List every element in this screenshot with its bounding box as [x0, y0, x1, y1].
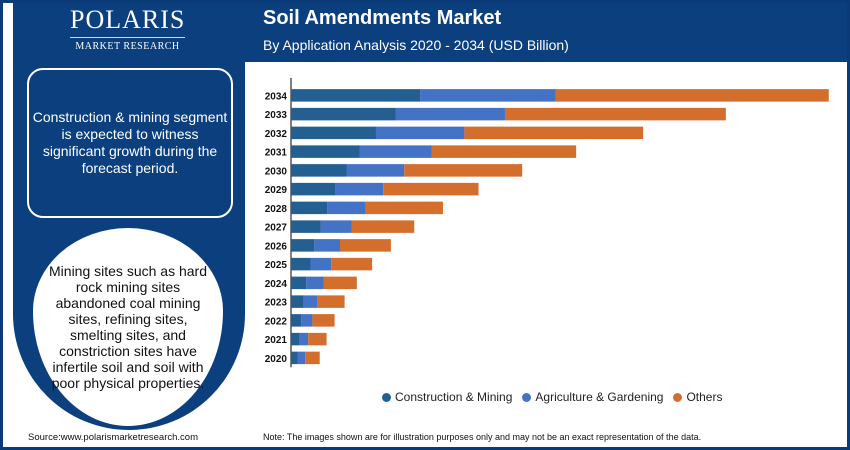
bar-segment-2033-1 — [395, 107, 505, 121]
bar-chart: 2034 2033 2032 2031 2030 2029 2028 2027 2026 2025… — [265, 78, 829, 368]
bar-segment-2034-0 — [291, 89, 421, 102]
chart-area: 2034 2033 2032 2031 2030 2029 2028 2027 2026 2025… — [245, 62, 850, 432]
bar-segment-2023-2 — [317, 295, 345, 308]
chart-subtitle: By Application Analysis 2020 - 2034 (USD… — [263, 37, 569, 53]
y-tick-label: 2032 — [265, 129, 288, 140]
logo-divider — [70, 37, 185, 38]
y-tick-label: 2025 — [265, 260, 288, 271]
bar-segment-2032-1 — [375, 126, 465, 140]
y-tick-label: 2029 — [265, 185, 288, 196]
y-tick-label: 2027 — [265, 223, 288, 234]
chart-title: Soil Amendments Market — [263, 7, 502, 29]
bar-segment-2029-1 — [335, 182, 384, 196]
bar-segment-2029-0 — [291, 182, 336, 196]
bar-segment-2033-0 — [291, 107, 396, 121]
legend-label: Agriculture & Gardening — [535, 390, 664, 404]
bar-segment-2021-2 — [308, 332, 327, 346]
bar-segment-2031-2 — [431, 145, 577, 158]
bar-segment-2023-1 — [303, 295, 318, 308]
legend-label: Construction & Mining — [395, 390, 513, 404]
bar-segment-2024-1 — [306, 276, 324, 290]
bar-segment-2027-1 — [320, 220, 352, 233]
bar-segment-2020-1 — [297, 351, 306, 365]
y-tick-label: 2031 — [265, 148, 288, 159]
bar-segment-2025-1 — [310, 257, 332, 271]
bar-segment-2020-2 — [305, 351, 320, 365]
legend-label: Others — [686, 390, 723, 404]
bar-segment-2022-0 — [291, 314, 302, 327]
bar-segment-2033-2 — [504, 107, 726, 121]
y-tick-label: 2022 — [265, 316, 288, 327]
bar-segment-2021-0 — [291, 332, 300, 346]
y-tick-label: 2034 — [265, 91, 288, 102]
bar-segment-2031-1 — [359, 145, 432, 158]
disclaimer-note: Note: The images shown are for illustrat… — [263, 432, 702, 442]
bar-segment-2027-0 — [291, 220, 321, 233]
y-tick-label: 2020 — [265, 354, 288, 365]
bar-segment-2026-2 — [339, 239, 391, 252]
highlight-text: Construction & mining segment is expecte… — [32, 109, 228, 176]
insight-text: Mining sites such as hard rock mining si… — [49, 263, 207, 391]
bar-segment-2022-1 — [301, 314, 313, 327]
legend-swatch — [382, 392, 391, 402]
legend-item-construction: Construction & Mining — [382, 390, 512, 404]
bar-segment-2030-0 — [291, 164, 347, 177]
bar-segment-2031-0 — [291, 145, 360, 158]
logo-subtitle: MARKET RESEARCH — [75, 41, 180, 52]
legend-swatch — [522, 392, 532, 402]
bar-segment-2028-0 — [291, 201, 328, 215]
bar-segment-2023-0 — [291, 295, 304, 308]
bar-segment-2021-1 — [299, 332, 309, 346]
bar-segment-2025-0 — [291, 257, 311, 271]
bar-segment-2027-2 — [351, 220, 415, 233]
logo-name: POLARIS — [70, 5, 186, 34]
y-tick-label: 2021 — [265, 335, 288, 346]
y-tick-label: 2023 — [265, 298, 288, 309]
bar-segment-2034-2 — [555, 89, 829, 102]
y-tick-label: 2028 — [265, 204, 288, 215]
source-text: Source:www.polarismarketresearch.com — [28, 432, 199, 443]
y-tick-label: 2030 — [265, 166, 288, 177]
bar-segment-2026-0 — [291, 239, 315, 252]
legend-swatch — [673, 392, 683, 402]
legend-item-agriculture: Agriculture & Gardening — [522, 390, 663, 404]
polaris-logo: POLARIS MARKET RESEARCH — [70, 6, 185, 52]
bar-segment-2026-1 — [314, 239, 340, 252]
bar-segment-2024-2 — [323, 276, 357, 290]
bar-segment-2028-1 — [327, 201, 366, 215]
bar-segment-2034-1 — [420, 89, 556, 102]
y-tick-label: 2033 — [265, 110, 288, 121]
bar-segment-2028-2 — [365, 201, 443, 215]
bar-segment-2032-2 — [464, 126, 644, 140]
legend-item-others: Others — [673, 390, 722, 404]
bar-segment-2030-2 — [404, 164, 523, 177]
bar-segment-2029-2 — [383, 182, 479, 196]
bar-segment-2024-0 — [291, 276, 307, 290]
y-tick-label: 2026 — [265, 241, 288, 252]
insight-circle: Mining sites such as hard rock mining si… — [33, 228, 223, 426]
bar-segment-2032-0 — [291, 126, 376, 140]
highlight-box: Construction & mining segment is expecte… — [27, 68, 233, 218]
legend: Construction & Mining Agriculture & Gard… — [382, 390, 722, 404]
bar-segment-2030-1 — [346, 164, 405, 177]
y-tick-label: 2024 — [265, 279, 288, 290]
bar-segment-2020-0 — [291, 351, 298, 365]
bar-segment-2025-2 — [331, 257, 373, 271]
bar-segment-2022-2 — [312, 314, 335, 327]
